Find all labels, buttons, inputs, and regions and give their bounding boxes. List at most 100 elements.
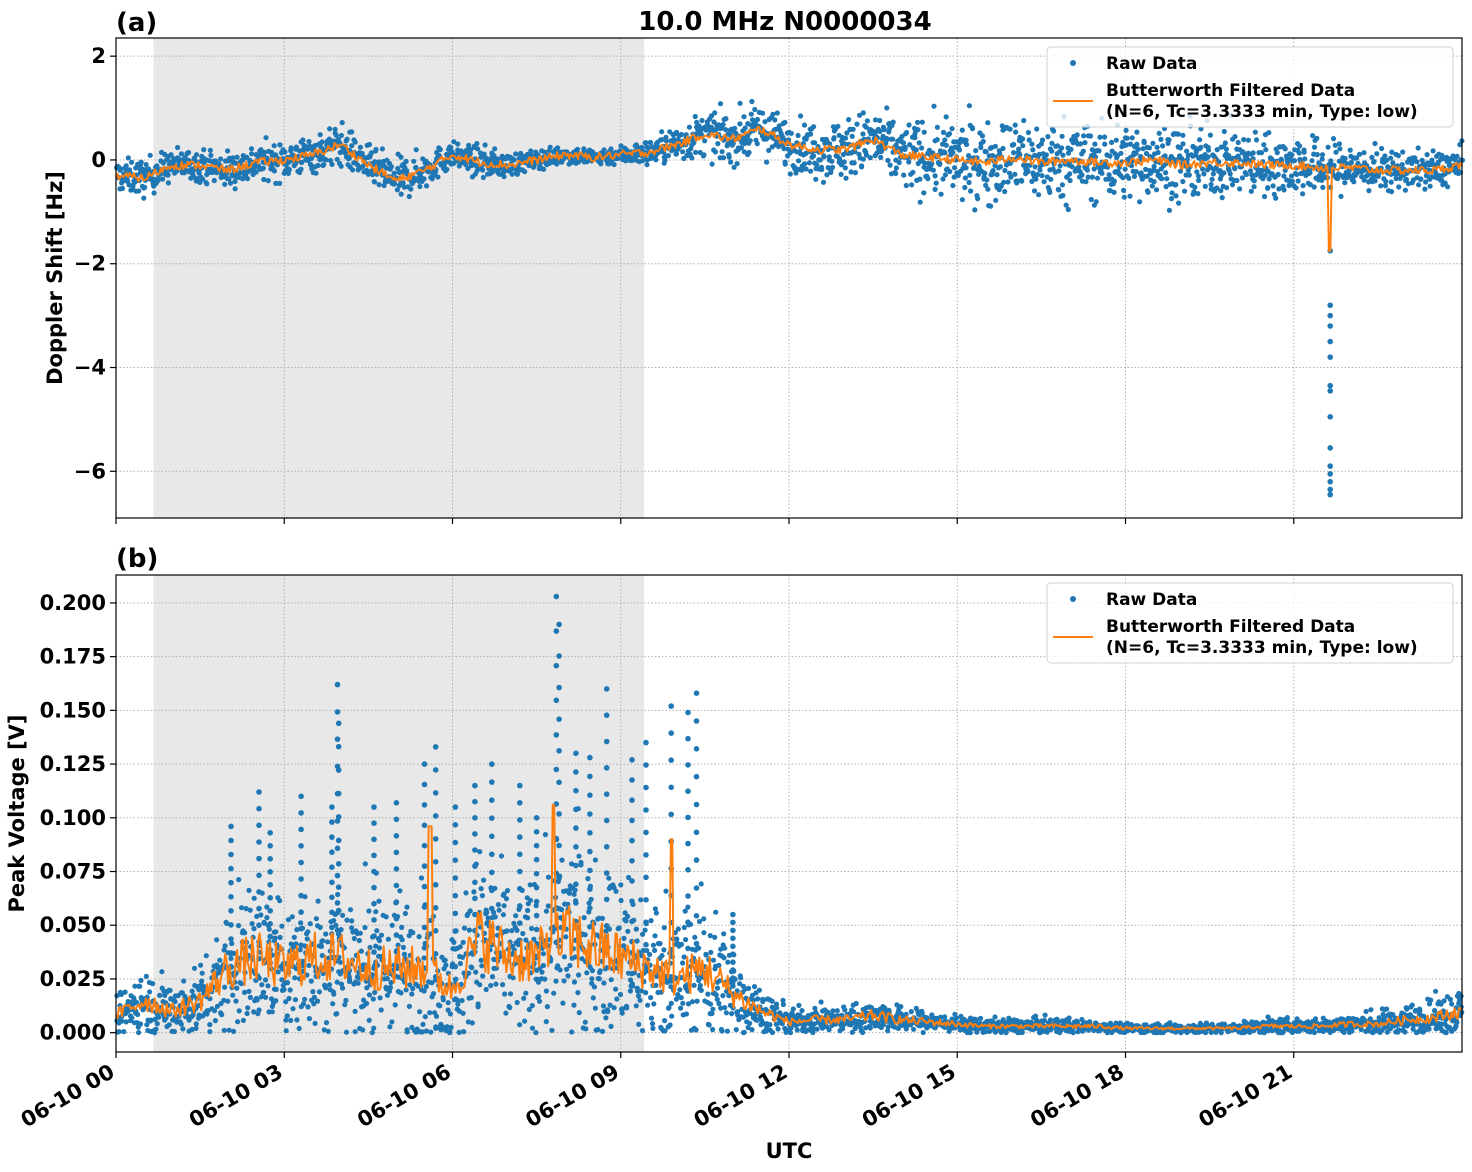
raw-data-point — [343, 997, 349, 1004]
raw-data-point — [801, 122, 808, 128]
raw-data-point — [214, 937, 220, 943]
raw-data-point — [629, 981, 635, 987]
raw-data-point — [455, 141, 461, 147]
raw-data-point — [943, 142, 949, 148]
raw-data-point — [917, 199, 923, 205]
raw-data-point — [1005, 179, 1011, 185]
raw-data-point — [1059, 145, 1065, 151]
raw-data-point — [400, 180, 406, 186]
raw-data-point — [1314, 135, 1320, 141]
raw-data-point — [489, 974, 496, 980]
raw-data-point — [937, 161, 943, 167]
raw-data-point — [707, 1001, 714, 1007]
raw-data-point — [377, 995, 383, 1001]
raw-data-point — [467, 151, 473, 157]
raw-data-point — [782, 159, 788, 165]
raw-data-point — [1266, 130, 1272, 136]
raw-data-point — [997, 164, 1004, 170]
raw-data-point — [440, 997, 446, 1003]
raw-data-point — [1121, 187, 1127, 193]
raw-data-point — [297, 947, 303, 953]
raw-data-point — [262, 977, 269, 983]
raw-data-point — [203, 953, 209, 959]
raw-data-point — [710, 1026, 716, 1033]
raw-data-point — [1235, 139, 1241, 146]
raw-data-point — [780, 1001, 787, 1008]
raw-data-point — [662, 1018, 668, 1024]
raw-data-point — [292, 975, 298, 981]
raw-data-point — [589, 968, 596, 974]
raw-data-point — [277, 180, 283, 186]
raw-data-point — [901, 172, 907, 178]
raw-data-point — [181, 978, 187, 984]
raw-data-point — [166, 1022, 172, 1028]
raw-data-point — [1454, 153, 1460, 159]
raw-data-point — [366, 908, 372, 914]
panel-a-label: (a) — [116, 8, 157, 38]
raw-data-point — [1083, 179, 1089, 185]
raw-data-point — [608, 1023, 614, 1029]
raw-data-point — [578, 862, 584, 868]
raw-data-point — [523, 990, 529, 996]
raw-data-point — [1060, 192, 1066, 199]
raw-data-point — [289, 914, 295, 920]
raw-data-point — [1166, 207, 1172, 213]
raw-data-point — [1383, 178, 1389, 184]
raw-data-point — [790, 1006, 796, 1012]
raw-data-point — [1337, 146, 1343, 152]
raw-data-point — [422, 1014, 428, 1020]
raw-data-point — [1145, 189, 1151, 195]
raw-data-point — [284, 1013, 290, 1019]
raw-data-point — [599, 915, 606, 922]
raw-data-point — [330, 1001, 336, 1007]
raw-data-point — [940, 129, 947, 135]
raw-data-point — [349, 918, 355, 924]
raw-data-point — [366, 992, 373, 998]
raw-data-point — [581, 915, 587, 921]
raw-data-point — [769, 1029, 776, 1036]
raw-data-point — [904, 129, 910, 136]
raw-data-point — [193, 1025, 199, 1031]
raw-data-point — [225, 998, 231, 1004]
raw-data-point — [507, 991, 514, 997]
raw-data-point — [406, 193, 412, 200]
raw-data-point — [703, 951, 709, 958]
raw-data-point — [459, 997, 465, 1004]
raw-data-point — [1333, 149, 1339, 155]
raw-data-point — [943, 114, 949, 120]
raw-data-point — [417, 1009, 423, 1015]
raw-data-point — [1201, 171, 1207, 177]
raw-data-point — [1239, 175, 1245, 181]
raw-data-point — [982, 170, 988, 176]
raw-data-point — [1012, 122, 1018, 128]
raw-data-point — [207, 1022, 213, 1028]
raw-data-point — [555, 145, 561, 151]
raw-data-point — [921, 129, 927, 135]
raw-data-point — [633, 1003, 639, 1009]
raw-data-point — [551, 990, 557, 996]
raw-data-point — [547, 144, 553, 150]
raw-data-point — [475, 1001, 481, 1007]
raw-data-point — [689, 999, 696, 1005]
raw-data-point — [430, 991, 437, 997]
raw-data-point — [625, 928, 631, 934]
raw-data-point — [878, 154, 884, 160]
raw-data-point — [1129, 135, 1135, 141]
raw-data-point — [433, 1013, 440, 1019]
raw-data-point — [1166, 137, 1172, 143]
raw-data-point — [985, 186, 991, 192]
raw-data-point — [693, 1027, 699, 1033]
raw-data-point — [968, 188, 974, 194]
raw-data-point — [513, 151, 519, 157]
raw-data-point — [712, 149, 719, 155]
raw-data-point — [942, 150, 948, 156]
raw-data-point — [709, 1010, 715, 1017]
raw-data-point — [288, 1017, 294, 1024]
raw-data-point — [392, 1002, 398, 1008]
raw-data-point — [160, 160, 166, 166]
raw-data-point — [1002, 167, 1008, 174]
raw-data-point — [966, 103, 973, 109]
raw-data-point — [712, 110, 718, 116]
raw-data-point — [304, 936, 310, 942]
raw-data-point — [1017, 151, 1023, 158]
